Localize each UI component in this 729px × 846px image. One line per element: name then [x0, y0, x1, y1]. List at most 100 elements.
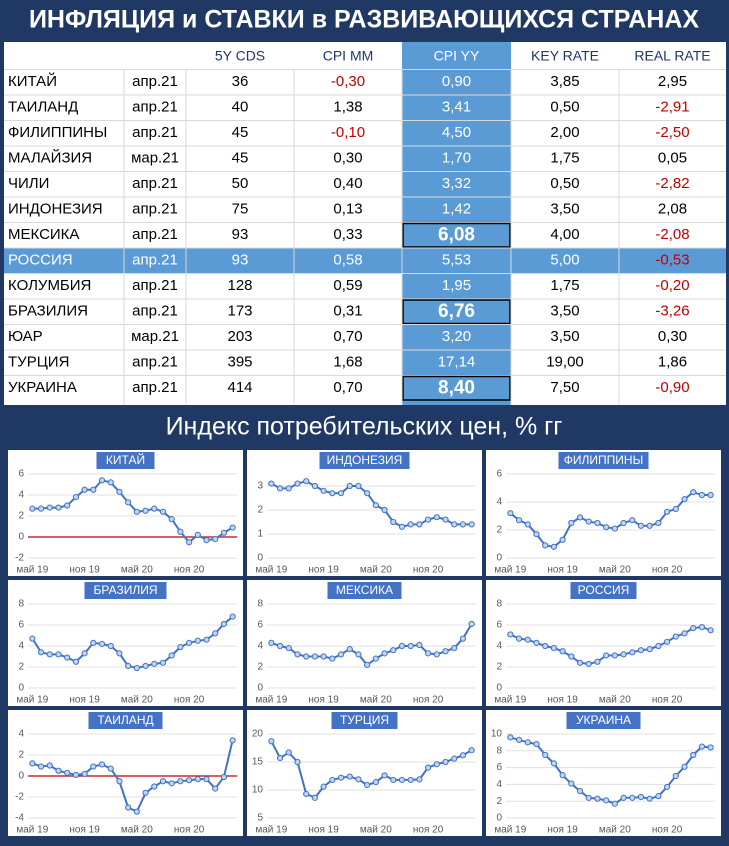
y-tick-label: 4: [18, 641, 24, 652]
data-point: [459, 635, 467, 642]
x-tick-label: май 19: [16, 695, 48, 706]
data-point: [337, 490, 345, 497]
data-point: [276, 754, 284, 762]
y-tick-label: 4: [496, 641, 502, 652]
y-tick-label: -4: [15, 813, 24, 824]
data-point: [355, 651, 362, 658]
data-point: [603, 524, 610, 531]
data-point: [337, 774, 345, 781]
data-point: [372, 779, 379, 786]
table-cell: 0,40: [333, 175, 362, 192]
table-cell: 0,30: [333, 150, 362, 167]
data-point: [133, 664, 140, 672]
y-tick-label: 6: [257, 620, 263, 631]
table-cell: -2,08: [655, 226, 689, 243]
data-point: [698, 743, 706, 750]
x-tick-label: май 20: [360, 825, 392, 836]
data-point: [690, 625, 697, 632]
data-point: [550, 760, 557, 767]
boxed-cell: [402, 222, 511, 248]
data-point: [664, 783, 671, 791]
data-point: [294, 758, 301, 766]
x-tick-label: ноя 19: [308, 825, 339, 836]
table-cell: 75: [232, 201, 249, 218]
table-cell: 0,70: [333, 328, 362, 345]
table-cell: -2,82: [655, 175, 689, 192]
data-point: [707, 744, 714, 751]
y-tick-label: 10: [252, 785, 264, 796]
chart-title-box: [570, 582, 637, 599]
table-cell: 1,70: [442, 150, 471, 167]
data-point: [433, 761, 440, 768]
data-point: [346, 482, 353, 490]
y-tick-label: 0: [496, 683, 502, 694]
data-point: [620, 519, 627, 527]
table-cell: 3,32: [442, 175, 471, 192]
data-point: [442, 648, 449, 655]
data-point: [416, 776, 423, 783]
data-point: [142, 789, 149, 796]
x-tick-label: май 20: [599, 565, 631, 576]
chart-title: ИНДОНЕЗИЯ: [327, 453, 403, 467]
country: ФИЛИППИНЫ: [8, 124, 107, 141]
chart-panel: [247, 580, 482, 706]
table-cell: 2,95: [658, 73, 687, 90]
table-cell: 45: [232, 124, 249, 141]
data-point: [416, 641, 423, 649]
date: апр.21: [132, 277, 178, 294]
chart-title-box: [327, 582, 402, 599]
data-point: [407, 776, 414, 784]
column-header: KEY RATE: [531, 47, 599, 63]
data-point: [459, 521, 467, 528]
data-point: [637, 647, 645, 654]
country: ТУРЦИЯ: [8, 354, 69, 371]
x-tick-label: май 19: [494, 565, 526, 576]
data-point: [303, 653, 310, 660]
y-tick-label: 2: [257, 505, 263, 516]
data-point: [585, 794, 592, 801]
data-point: [585, 518, 592, 525]
data-point: [637, 522, 645, 529]
table-cell: 36: [232, 73, 249, 90]
table-cell: 0,90: [442, 73, 471, 90]
data-point: [37, 763, 45, 770]
x-tick-label: май 19: [494, 825, 526, 836]
data-point: [151, 783, 158, 790]
date: мар.21: [131, 150, 179, 167]
table-cell: 0,58: [333, 252, 362, 269]
data-point: [203, 537, 210, 544]
data-point: [468, 521, 475, 528]
data-point: [303, 478, 310, 485]
chart-title: УКРАИНА: [576, 713, 631, 727]
data-point: [664, 508, 671, 515]
x-tick-label: ноя 19: [308, 565, 339, 576]
data-point: [320, 487, 327, 494]
data-point: [311, 794, 318, 801]
data-point: [542, 542, 549, 549]
x-tick-label: май 19: [16, 565, 48, 576]
data-point: [576, 788, 584, 795]
x-tick-label: ноя 20: [413, 695, 444, 706]
data-point: [159, 508, 167, 515]
data-point: [107, 479, 114, 486]
table-cell: 93: [232, 226, 249, 243]
data-point: [690, 751, 697, 759]
table-cell: 6,76: [438, 301, 475, 322]
column-header: CPI YY: [434, 47, 480, 63]
data-point: [142, 662, 149, 670]
chart-title-box: [558, 452, 649, 469]
data-point: [285, 645, 292, 652]
table-cell: 3,20: [442, 328, 471, 345]
data-point: [294, 651, 301, 658]
data-point: [116, 778, 123, 785]
data-point: [637, 793, 645, 801]
table-cell: 50: [232, 175, 249, 192]
date: апр.21: [132, 354, 178, 371]
chart-panel: [8, 710, 243, 836]
data-point: [672, 633, 679, 640]
table-cell: 1,68: [333, 354, 362, 371]
x-tick-label: май 19: [494, 695, 526, 706]
x-tick-label: май 19: [255, 825, 287, 836]
